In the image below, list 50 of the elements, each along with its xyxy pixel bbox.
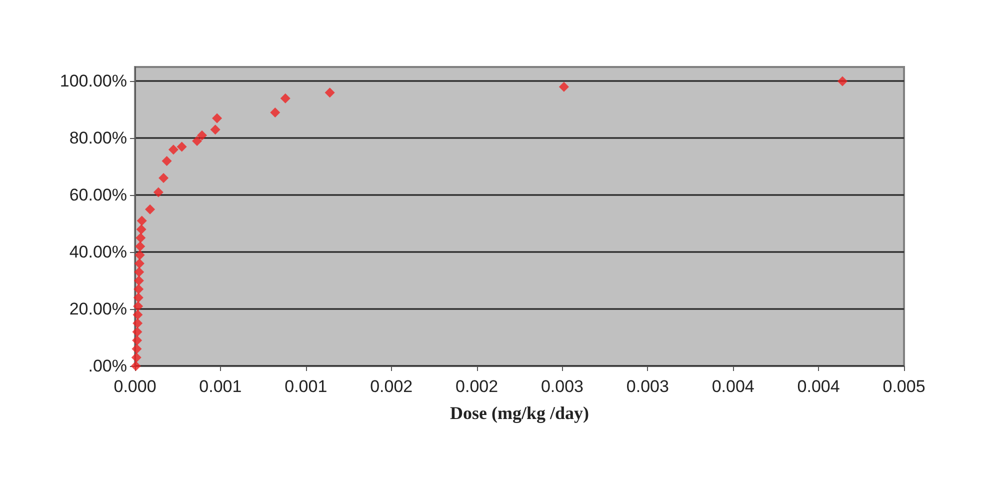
point xyxy=(134,276,144,286)
point xyxy=(132,318,143,328)
point xyxy=(134,267,144,278)
point xyxy=(153,187,164,198)
point xyxy=(196,130,207,140)
point xyxy=(132,335,142,346)
point xyxy=(134,258,144,268)
x-tick-label: 0.001 xyxy=(199,377,242,396)
x-tick-label: 0.000 xyxy=(114,377,156,396)
y-tick-label: 40.00% xyxy=(69,242,127,262)
x-tick-label: 0.001 xyxy=(284,377,328,396)
point xyxy=(136,216,147,226)
x-axis-title: Dose (mg/kg /day) xyxy=(450,403,590,423)
point xyxy=(270,108,280,118)
y-tick-label: .00% xyxy=(88,356,127,376)
x-tick-label: 0.004 xyxy=(797,377,840,396)
x-tick-label: 0.003 xyxy=(626,377,669,396)
point xyxy=(132,326,142,337)
y-tick-label: 80.00% xyxy=(69,128,127,148)
point xyxy=(192,136,202,146)
point xyxy=(158,173,169,184)
point xyxy=(558,82,569,92)
point xyxy=(130,361,141,371)
point xyxy=(132,344,142,354)
point xyxy=(136,232,146,243)
y-tick-label: 60.00% xyxy=(69,186,127,205)
point xyxy=(212,113,222,124)
x-tick-label: 0.002 xyxy=(370,377,413,396)
x-tick-label: 0.003 xyxy=(540,377,584,396)
y-tick-label: 20.00% xyxy=(69,300,127,319)
x-tick-label: 0.005 xyxy=(882,377,926,396)
point xyxy=(168,144,178,155)
point xyxy=(134,250,145,260)
point xyxy=(176,142,187,152)
x-tick-label: 0.004 xyxy=(712,377,754,396)
point xyxy=(136,224,146,234)
point xyxy=(837,76,848,86)
y-tick-label: 100.00% xyxy=(60,72,127,91)
x-tick-label: 0.002 xyxy=(456,377,498,396)
point xyxy=(135,241,146,252)
point xyxy=(133,292,144,303)
point xyxy=(162,156,172,166)
point xyxy=(134,284,144,294)
point xyxy=(145,204,156,214)
point xyxy=(133,301,144,312)
point xyxy=(210,124,220,135)
point xyxy=(131,352,142,362)
point xyxy=(280,93,290,104)
point xyxy=(324,88,335,98)
point xyxy=(132,310,143,320)
